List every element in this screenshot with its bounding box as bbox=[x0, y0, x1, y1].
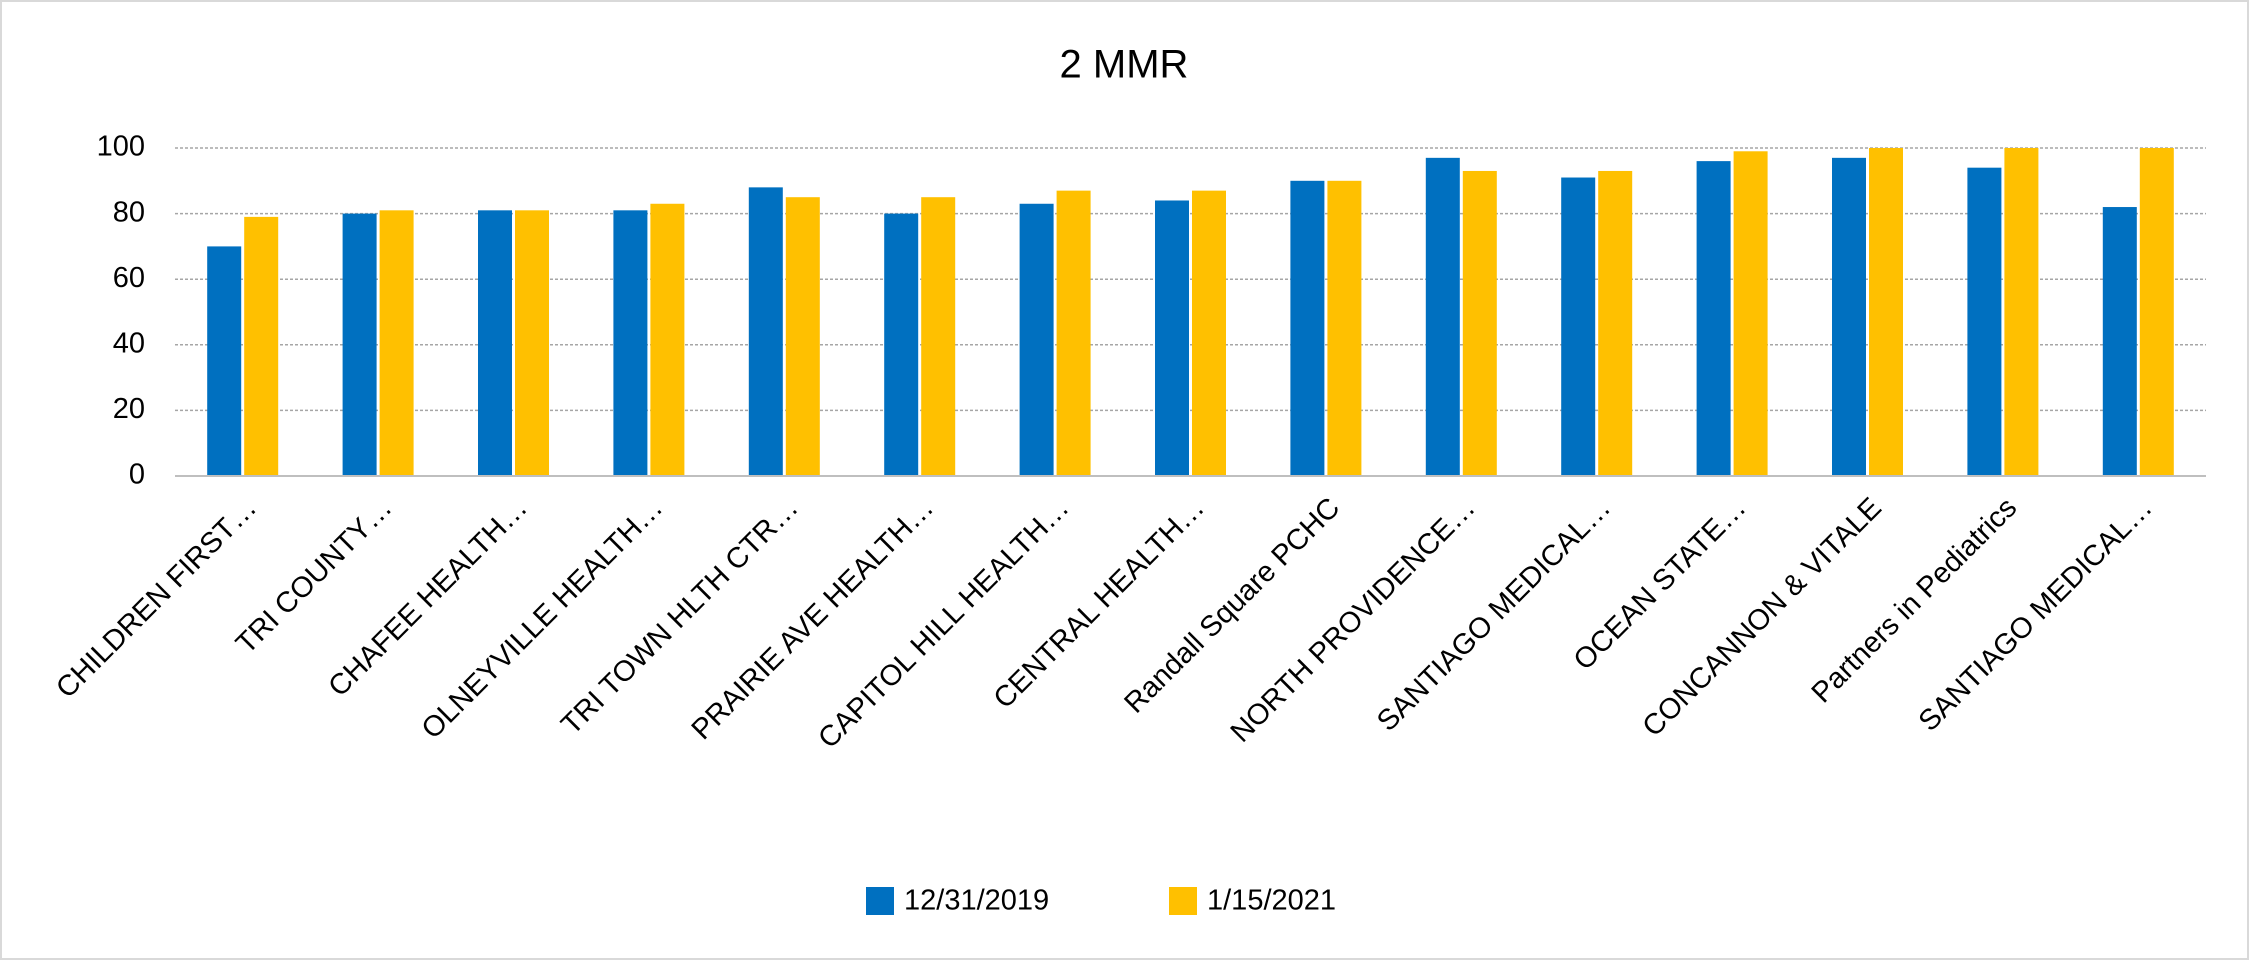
bar bbox=[1019, 203, 1054, 476]
bar bbox=[1425, 157, 1460, 476]
y-tick-label: 80 bbox=[113, 196, 145, 228]
y-tick-label: 100 bbox=[97, 131, 145, 163]
bar bbox=[1967, 167, 2002, 476]
bar bbox=[1290, 180, 1325, 477]
bar bbox=[478, 210, 512, 476]
bar bbox=[785, 197, 820, 476]
y-tick-label: 60 bbox=[113, 262, 145, 294]
legend-label: 12/31/2019 bbox=[904, 885, 1049, 917]
y-tick-label: 40 bbox=[113, 327, 145, 359]
y-tick-label: 0 bbox=[129, 459, 145, 491]
legend-swatch bbox=[866, 887, 894, 915]
chart-title: 2 MMR bbox=[1060, 43, 1189, 87]
bar bbox=[515, 210, 549, 476]
bar bbox=[342, 213, 377, 476]
bar bbox=[921, 197, 956, 476]
y-tick-label: 20 bbox=[113, 393, 145, 425]
bar bbox=[748, 187, 783, 477]
bar bbox=[207, 246, 242, 476]
bar bbox=[650, 203, 685, 476]
bar bbox=[1561, 177, 1596, 476]
bar bbox=[1155, 200, 1189, 477]
bar bbox=[379, 210, 414, 476]
legend-swatch bbox=[1169, 887, 1197, 915]
bar bbox=[2102, 207, 2137, 477]
bar bbox=[1598, 170, 1633, 476]
bar bbox=[1869, 148, 1903, 476]
bar bbox=[1327, 180, 1362, 477]
legend-label: 1/15/2021 bbox=[1207, 885, 1336, 917]
bar bbox=[1192, 190, 1226, 476]
bar bbox=[1462, 170, 1497, 476]
bar bbox=[884, 213, 919, 476]
bar bbox=[1733, 151, 1768, 476]
bar bbox=[613, 210, 648, 476]
bar bbox=[1832, 157, 1866, 476]
bar bbox=[244, 216, 279, 476]
bar bbox=[1056, 190, 1091, 476]
bar bbox=[2004, 148, 2039, 476]
bar bbox=[2139, 148, 2174, 476]
bar bbox=[1696, 161, 1731, 476]
